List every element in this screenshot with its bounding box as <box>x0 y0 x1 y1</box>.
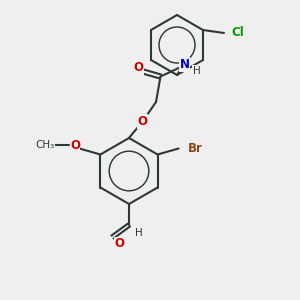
Text: O: O <box>137 115 148 128</box>
Text: Cl: Cl <box>232 26 244 40</box>
Text: O: O <box>133 61 143 74</box>
Text: H: H <box>193 65 200 76</box>
Text: O: O <box>114 237 124 250</box>
Text: O: O <box>70 139 80 152</box>
Text: H: H <box>135 227 142 238</box>
Text: CH₃: CH₃ <box>35 140 55 150</box>
Text: N: N <box>179 58 190 71</box>
Text: Br: Br <box>188 142 202 155</box>
